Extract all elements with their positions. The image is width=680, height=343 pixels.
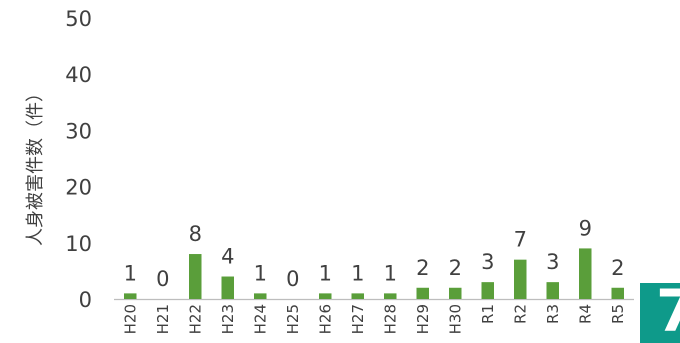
x-tick-label-H30: H30 xyxy=(446,304,464,334)
bar-R1 xyxy=(481,282,494,299)
corner-badge-text: 7 xyxy=(656,283,680,343)
x-tick-label-H23: H23 xyxy=(219,304,237,334)
x-tick-label-H22: H22 xyxy=(186,304,204,334)
data-label-R5: 2 xyxy=(611,256,624,280)
data-label-H20: 1 xyxy=(124,261,137,285)
bar-H30 xyxy=(449,287,462,299)
corner-badge: 7 xyxy=(640,283,680,343)
data-label-R2: 7 xyxy=(514,228,527,252)
data-label-H29: 2 xyxy=(416,256,429,280)
bar-R5 xyxy=(611,287,624,299)
data-label-R4: 9 xyxy=(579,216,592,240)
bar-H24 xyxy=(254,293,267,299)
x-tick-label-H20: H20 xyxy=(121,304,139,334)
bar-H20 xyxy=(124,293,137,299)
data-label-H23: 4 xyxy=(221,245,234,269)
x-tick-label-H25: H25 xyxy=(284,304,302,334)
x-tick-label-R5: R5 xyxy=(609,304,627,324)
bar-H22 xyxy=(189,254,202,299)
data-label-H25: 0 xyxy=(286,267,299,291)
x-tick-label-R1: R1 xyxy=(479,304,497,324)
y-tick-label: 0 xyxy=(79,288,92,312)
x-tick-label-H21: H21 xyxy=(154,304,172,334)
x-tick-label-H28: H28 xyxy=(381,304,399,334)
x-tick-label-H26: H26 xyxy=(316,304,334,334)
data-label-R3: 3 xyxy=(546,250,559,274)
bar-series xyxy=(124,248,624,299)
data-label-H24: 1 xyxy=(254,261,267,285)
bar-H29 xyxy=(416,287,429,299)
y-tick-label: 10 xyxy=(65,232,92,256)
y-axis-label: 人身被害件数（件） xyxy=(25,84,46,246)
y-tick-label: 50 xyxy=(65,7,92,31)
y-tick-label: 30 xyxy=(65,119,92,143)
bar-H28 xyxy=(384,293,397,299)
y-axis-ticks: 0 10 20 30 40 50 xyxy=(65,7,92,312)
bar-H23 xyxy=(221,276,234,299)
x-tick-label-R3: R3 xyxy=(544,304,562,324)
data-label-H22: 8 xyxy=(189,222,202,246)
x-tick-label-H27: H27 xyxy=(349,304,367,334)
x-axis-ticks: H20 H21 H22 H23 H24 H25 H26 H27 H28 H29 H30 R1 R2 R3 R… xyxy=(121,304,627,334)
data-label-H30: 2 xyxy=(449,256,462,280)
bar-R4 xyxy=(579,248,592,299)
data-label-H28: 1 xyxy=(384,261,397,285)
x-tick-label-H24: H24 xyxy=(251,304,269,334)
data-label-R1: 3 xyxy=(481,250,494,274)
bar-H26 xyxy=(319,293,332,299)
x-tick-label-R4: R4 xyxy=(576,304,594,324)
y-axis-label-group: 人身被害件数（件） xyxy=(25,84,46,246)
data-label-H27: 1 xyxy=(351,261,364,285)
x-tick-label-H29: H29 xyxy=(414,304,432,334)
bar-R2 xyxy=(514,259,527,299)
bar-R3 xyxy=(546,282,559,299)
data-label-H26: 1 xyxy=(319,261,332,285)
data-label-H21: 0 xyxy=(156,267,169,291)
y-tick-label: 40 xyxy=(65,63,92,87)
y-tick-label: 20 xyxy=(65,176,92,200)
x-tick-label-R2: R2 xyxy=(511,304,529,324)
bar-H27 xyxy=(351,293,364,299)
